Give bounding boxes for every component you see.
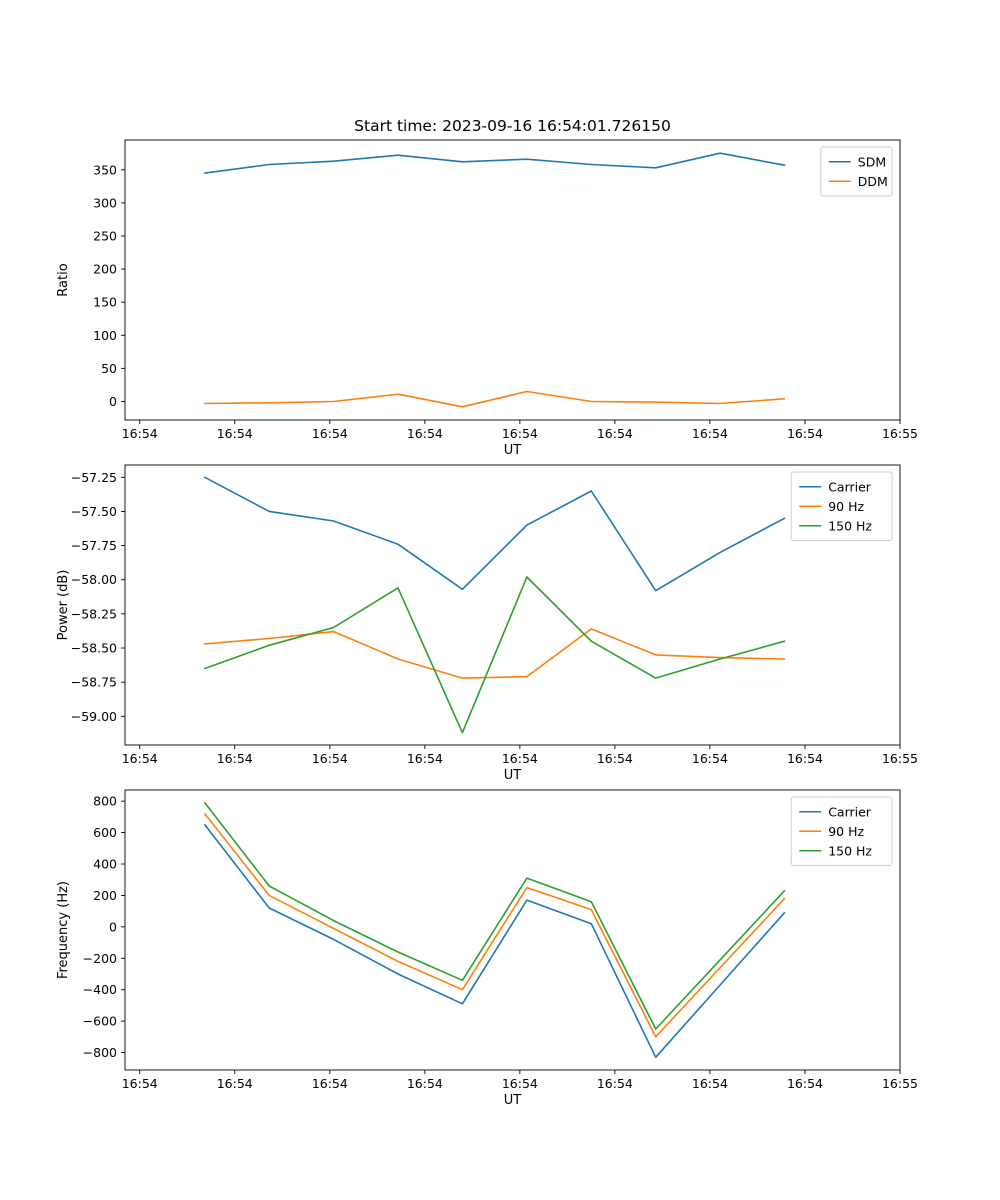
x-tick-label: 16:54	[787, 426, 823, 441]
y-axis-label: Ratio	[56, 263, 71, 296]
y-tick-label: 300	[93, 195, 117, 210]
x-tick-label: 16:54	[502, 426, 538, 441]
axes-frame	[124, 789, 901, 1071]
x-axis-label: UT	[504, 443, 522, 458]
series-sdm-line	[204, 152, 786, 174]
x-tick-label: 16:54	[122, 1076, 158, 1091]
y-tick-label: 200	[93, 262, 117, 277]
series-ddm-line	[204, 390, 786, 408]
x-tick-label: 16:55	[882, 751, 918, 766]
series-90-hz-line	[204, 812, 786, 1038]
x-tick-label: 16:54	[597, 426, 633, 441]
x-tick-label: 16:54	[217, 1076, 253, 1091]
y-tick-label: 0	[109, 394, 117, 409]
legend-label: 90 Hz	[828, 824, 864, 839]
legend: Carrier 90 Hz 150 Hz	[790, 471, 893, 541]
x-tick-label: 16:55	[882, 1076, 918, 1091]
x-tick-label: 16:54	[692, 426, 728, 441]
legend-label: 90 Hz	[828, 499, 864, 514]
y-tick-label: 50	[101, 361, 117, 376]
x-tick-label: 16:54	[217, 751, 253, 766]
ratio-chart: 0 50 100 150 200 250 300 350 16:54 16:54 16:54 16:5…	[0, 139, 1000, 470]
x-tick-label: 16:54	[502, 1076, 538, 1091]
x-tick-label: 16:54	[692, 1076, 728, 1091]
x-tick-label: 16:54	[312, 751, 348, 766]
y-axis-label: Power (dB)	[56, 570, 71, 641]
legend: SDM DDM	[820, 146, 893, 197]
ratio-chart-svg: 0 50 100 150 200 250 300 350 16:54 16:54 16:54 16:5…	[56, 139, 918, 458]
y-tick-label: −600	[83, 1014, 117, 1029]
x-tick-label: 16:54	[597, 751, 633, 766]
legend: Carrier 90 Hz 150 Hz	[790, 796, 893, 866]
y-tick-label: −57.50	[71, 504, 117, 519]
legend-box	[820, 146, 893, 197]
x-tick-label: 16:54	[312, 1076, 348, 1091]
y-tick-label: 800	[93, 794, 117, 809]
y-tick-label: −58.75	[71, 675, 117, 690]
legend-label: SDM	[858, 154, 886, 169]
legend-box	[790, 796, 893, 866]
x-axis-label: UT	[504, 768, 522, 783]
y-tick-label: −59.00	[71, 709, 117, 724]
x-tick-label: 16:54	[407, 751, 443, 766]
series-carrier-line	[204, 823, 786, 1059]
y-tick-label: −400	[83, 982, 117, 997]
frequency-chart-svg: −800 −600 −400 −200 0 200 400 600 800 16:54 16:54 1…	[56, 789, 918, 1108]
axes-frame	[124, 464, 901, 746]
x-tick-label: 16:54	[502, 751, 538, 766]
figure-title: Start time: 2023-09-16 16:54:01.726150	[354, 117, 671, 135]
x-tick-label: 16:54	[217, 426, 253, 441]
legend-label: 150 Hz	[828, 518, 872, 533]
y-tick-label: 150	[93, 295, 117, 310]
x-tick-label: 16:54	[407, 1076, 443, 1091]
x-tick-label: 16:54	[787, 1076, 823, 1091]
legend-box	[790, 471, 893, 541]
y-tick-label: 600	[93, 825, 117, 840]
legend-label: Carrier	[828, 804, 872, 819]
y-tick-label: −800	[83, 1045, 117, 1060]
series-150-hz-line	[204, 576, 786, 734]
y-tick-label: −58.25	[71, 606, 117, 621]
x-tick-label: 16:54	[407, 426, 443, 441]
y-tick-label: 0	[109, 919, 117, 934]
x-tick-label: 16:54	[122, 426, 158, 441]
frequency-chart: −800 −600 −400 −200 0 200 400 600 800 16:54 16:54 1…	[0, 789, 1000, 1120]
x-tick-label: 16:54	[122, 751, 158, 766]
y-tick-label: 250	[93, 228, 117, 243]
legend-label: Carrier	[828, 479, 872, 494]
legend-label: DDM	[858, 174, 888, 189]
y-tick-label: 400	[93, 857, 117, 872]
y-tick-label: −57.75	[71, 538, 117, 553]
x-tick-label: 16:54	[787, 751, 823, 766]
series-carrier-line	[204, 476, 786, 592]
x-axis-label: UT	[504, 1093, 522, 1108]
x-tick-label: 16:55	[882, 426, 918, 441]
x-tick-label: 16:54	[597, 1076, 633, 1091]
y-axis-label: Frequency (Hz)	[56, 881, 71, 979]
y-tick-label: −58.00	[71, 572, 117, 587]
y-tick-label: 100	[93, 328, 117, 343]
series-150-hz-line	[204, 801, 786, 1030]
axes-frame	[124, 139, 901, 421]
y-tick-label: −57.25	[71, 470, 117, 485]
series-90-hz-line	[204, 628, 786, 679]
power-chart: −59.00 −58.75 −58.50 −58.25 −58.00 −57.75 −57.…	[0, 464, 1000, 795]
legend-label: 150 Hz	[828, 843, 872, 858]
x-tick-label: 16:54	[692, 751, 728, 766]
power-chart-svg: −59.00 −58.75 −58.50 −58.25 −58.00 −57.75 −57.…	[56, 464, 918, 783]
y-tick-label: 200	[93, 888, 117, 903]
y-tick-label: −200	[83, 951, 117, 966]
x-tick-label: 16:54	[312, 426, 348, 441]
y-tick-label: −58.50	[71, 641, 117, 656]
y-tick-label: 350	[93, 162, 117, 177]
